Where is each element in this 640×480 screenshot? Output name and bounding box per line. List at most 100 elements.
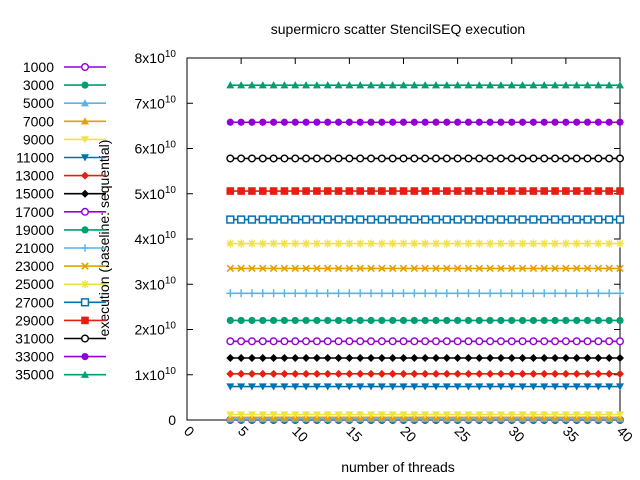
data-point [540, 81, 549, 89]
data-point [561, 354, 570, 363]
data-point [431, 239, 440, 248]
data-point [269, 154, 278, 163]
data-point [540, 316, 548, 325]
data-point [540, 264, 548, 273]
data-point [399, 369, 408, 378]
data-point [486, 316, 494, 325]
series-11000 [226, 383, 624, 391]
data-point [486, 118, 494, 126]
data-point [356, 383, 365, 391]
data-point [421, 369, 430, 378]
data-point [237, 81, 246, 89]
data-point [431, 411, 440, 419]
data-point [464, 239, 473, 248]
data-point [367, 354, 376, 363]
data-point [291, 383, 300, 391]
data-point [399, 316, 408, 325]
data-point [562, 187, 570, 195]
data-point [377, 337, 386, 346]
data-point [410, 316, 418, 325]
data-point [421, 187, 429, 195]
data-point [248, 264, 256, 273]
legend-label: 31000 [15, 331, 54, 347]
data-point [507, 289, 516, 298]
data-point [280, 337, 289, 346]
legend-entry: 13000 [15, 168, 106, 184]
data-point [356, 354, 365, 363]
y-axis-label: execution (baseline: sequential) [96, 140, 112, 337]
x-tick-label: 10 [289, 423, 311, 445]
data-point [431, 369, 440, 378]
data-point [367, 118, 375, 126]
data-point [258, 215, 267, 224]
y-tick-label: 7x1010 [135, 94, 177, 111]
data-point [431, 354, 440, 363]
data-point [258, 354, 267, 363]
data-point [442, 369, 451, 378]
data-point [410, 354, 419, 363]
data-point [605, 239, 614, 248]
data-point [280, 239, 289, 248]
data-point [291, 154, 300, 163]
legend-entry: 23000 [15, 258, 106, 274]
data-point [301, 215, 311, 224]
data-point [345, 354, 354, 363]
data-point [334, 239, 343, 248]
data-point [551, 154, 560, 163]
legend-entry: 3000 [23, 77, 106, 93]
data-point [573, 316, 581, 325]
data-point [313, 264, 321, 273]
legend-label: 15000 [15, 186, 54, 202]
legend-entry: 11000 [16, 150, 106, 166]
data-point [291, 337, 300, 346]
data-point [453, 354, 462, 363]
data-point [237, 316, 245, 325]
data-point [280, 118, 289, 126]
legend-marker [81, 171, 89, 180]
data-point [345, 81, 354, 89]
legend-entry: 25000 [15, 276, 106, 292]
data-point [389, 118, 397, 126]
data-point [583, 264, 592, 273]
data-point [345, 411, 354, 419]
data-point [280, 354, 289, 363]
data-point [464, 215, 473, 224]
data-point [464, 264, 473, 273]
data-point [248, 316, 256, 325]
data-point [410, 337, 419, 346]
data-point [258, 239, 267, 248]
data-point [345, 337, 354, 346]
data-point [605, 187, 613, 195]
data-point [356, 369, 365, 378]
data-point [247, 239, 256, 248]
data-point [324, 316, 332, 325]
data-point [237, 289, 246, 298]
series-25000 [226, 239, 624, 248]
data-point [313, 187, 321, 195]
data-point [442, 411, 451, 419]
data-point [291, 81, 300, 89]
data-point [572, 289, 581, 298]
data-point [442, 215, 451, 224]
data-point [529, 369, 538, 378]
data-point [551, 411, 560, 419]
data-point [453, 239, 462, 248]
data-point [486, 81, 495, 89]
data-point [356, 215, 365, 224]
data-point [594, 354, 603, 363]
data-point [432, 316, 440, 325]
data-point [497, 118, 505, 126]
legend-entry: 9000 [23, 131, 106, 147]
data-point [572, 411, 581, 419]
legend-marker [81, 244, 89, 252]
data-point [442, 81, 451, 89]
data-point [302, 383, 311, 391]
data-point [388, 289, 397, 298]
data-point [572, 337, 581, 346]
data-point [605, 264, 613, 273]
data-point [551, 289, 560, 298]
data-point [561, 289, 570, 298]
data-point [399, 215, 408, 224]
data-point [616, 118, 624, 126]
data-point [323, 239, 332, 248]
